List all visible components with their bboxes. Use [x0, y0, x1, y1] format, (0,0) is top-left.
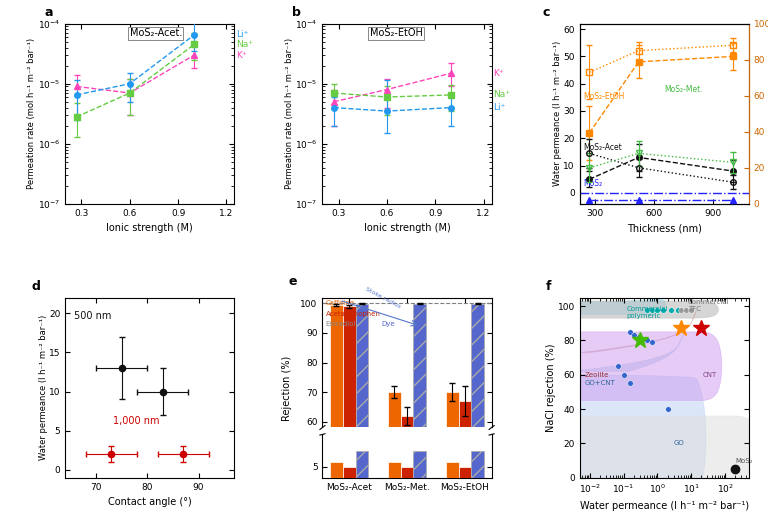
- Bar: [413, 304, 426, 525]
- Ellipse shape: [0, 332, 722, 401]
- Text: K⁺: K⁺: [493, 69, 504, 78]
- Text: Na⁺: Na⁺: [237, 40, 253, 49]
- Text: a: a: [45, 6, 54, 19]
- Text: 1,000 nm: 1,000 nm: [113, 416, 159, 426]
- Bar: [356, 304, 369, 525]
- Text: CNT: CNT: [703, 372, 717, 378]
- Text: Stoke radius: Stoke radius: [365, 286, 402, 309]
- Text: MoS₂: MoS₂: [583, 179, 602, 188]
- Text: GO: GO: [674, 440, 684, 446]
- Text: Li⁺: Li⁺: [237, 30, 249, 39]
- Text: MoS₂-Acet: MoS₂-Acet: [583, 143, 622, 152]
- Ellipse shape: [0, 335, 684, 408]
- X-axis label: Ionic strength (M): Ionic strength (M): [107, 223, 194, 233]
- Bar: [343, 307, 356, 525]
- Text: f: f: [546, 280, 551, 293]
- Bar: [401, 416, 413, 525]
- Bar: [330, 461, 343, 521]
- Text: MoS₂-Met.: MoS₂-Met.: [664, 85, 703, 94]
- Text: Dye: Dye: [382, 321, 396, 327]
- X-axis label: Thickness (nm): Thickness (nm): [627, 223, 702, 233]
- Text: d: d: [31, 280, 40, 293]
- Text: e: e: [289, 275, 297, 288]
- X-axis label: Ionic strength (M): Ionic strength (M): [364, 223, 450, 233]
- Y-axis label: Permeation rate (mol h⁻¹ m⁻² bar⁻¹): Permeation rate (mol h⁻¹ m⁻² bar⁻¹): [285, 38, 293, 190]
- Text: Estradiol: Estradiol: [326, 321, 356, 327]
- Text: Commercial
TFC: Commercial TFC: [688, 299, 730, 312]
- Bar: [413, 450, 426, 521]
- Text: Li⁺: Li⁺: [493, 103, 505, 112]
- Bar: [388, 392, 401, 525]
- Text: Acetaminophen: Acetaminophen: [326, 310, 381, 317]
- Y-axis label: Rejection (%): Rejection (%): [282, 356, 292, 421]
- Ellipse shape: [0, 299, 666, 317]
- Ellipse shape: [0, 311, 697, 394]
- Bar: [472, 304, 484, 525]
- Text: MoS₂: MoS₂: [735, 458, 753, 464]
- Text: Zeolite: Zeolite: [584, 372, 609, 378]
- Text: Na⁺: Na⁺: [493, 90, 510, 99]
- Bar: [445, 461, 458, 521]
- Bar: [330, 305, 343, 525]
- Text: MoS₂-Acet.: MoS₂-Acet.: [130, 28, 182, 38]
- X-axis label: Contact angle (°): Contact angle (°): [108, 497, 192, 507]
- Bar: [343, 467, 356, 521]
- Ellipse shape: [0, 416, 757, 478]
- Bar: [401, 467, 413, 521]
- Y-axis label: Water permeance (l h⁻¹ m⁻² bar⁻¹): Water permeance (l h⁻¹ m⁻² bar⁻¹): [38, 315, 48, 460]
- Text: c: c: [542, 6, 550, 19]
- Ellipse shape: [0, 365, 706, 495]
- Bar: [388, 461, 401, 521]
- Text: MoS₂-EtOH: MoS₂-EtOH: [370, 28, 422, 38]
- Ellipse shape: [0, 301, 719, 318]
- Text: Commercial
polymeric: Commercial polymeric: [627, 307, 668, 320]
- Text: GO+CNT: GO+CNT: [584, 380, 615, 386]
- Y-axis label: Permeation rate (mol h⁻¹ m⁻² bar⁻¹): Permeation rate (mol h⁻¹ m⁻² bar⁻¹): [28, 38, 36, 190]
- Bar: [356, 450, 369, 521]
- Text: Caffeine: Caffeine: [326, 300, 355, 306]
- Text: 500 nm: 500 nm: [74, 311, 111, 321]
- Y-axis label: NaCl rejection (%): NaCl rejection (%): [546, 343, 556, 432]
- X-axis label: Water permeance (l h⁻¹ m⁻² bar⁻¹): Water permeance (l h⁻¹ m⁻² bar⁻¹): [580, 500, 749, 511]
- Text: MoS₂-EtOH: MoS₂-EtOH: [583, 92, 624, 101]
- Bar: [458, 401, 472, 525]
- Text: K⁺: K⁺: [237, 50, 247, 59]
- Bar: [472, 450, 484, 521]
- Text: b: b: [292, 6, 301, 19]
- Y-axis label: Water permeance (l h⁻¹ m⁻² bar⁻¹): Water permeance (l h⁻¹ m⁻² bar⁻¹): [553, 41, 562, 186]
- Bar: [445, 392, 458, 525]
- Bar: [458, 467, 472, 521]
